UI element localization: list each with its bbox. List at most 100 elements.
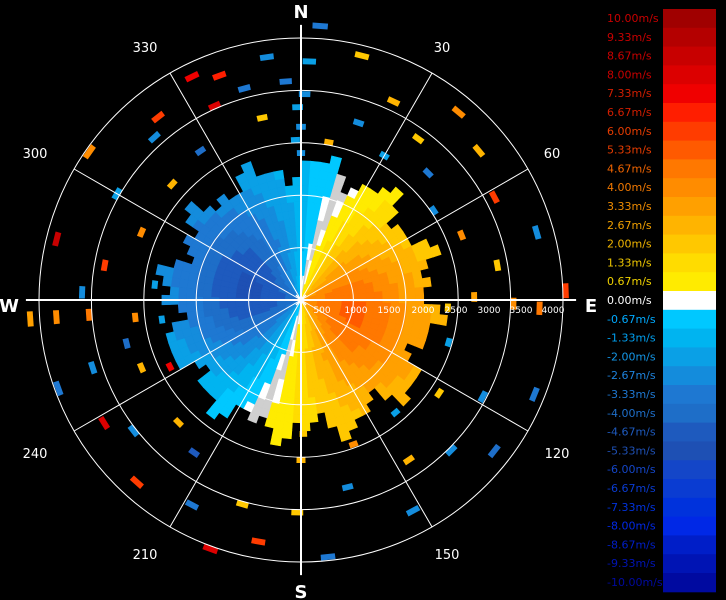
echo-gate: [290, 136, 300, 144]
echo-gate: [341, 482, 354, 492]
velocity-cell: [202, 289, 212, 298]
echo-gate: [188, 447, 201, 459]
velocity-cell: [300, 168, 311, 178]
azimuth-spoke: [300, 168, 529, 301]
velocity-cell: [305, 364, 312, 374]
velocity-cell: [227, 301, 237, 309]
velocity-cell: [308, 405, 318, 415]
velocity-cell: [203, 205, 217, 219]
colorbar-swatch: [663, 403, 716, 424]
velocity-cell: [290, 226, 297, 236]
velocity-cell: [284, 185, 294, 195]
velocity-cell: [308, 185, 318, 195]
velocity-cell: [305, 372, 313, 383]
echo-gate: [472, 143, 486, 158]
velocity-cell: [341, 294, 351, 299]
velocity-cell: [186, 303, 196, 313]
colorbar-swatch: [663, 234, 716, 254]
range-label-4000: 4000: [542, 306, 565, 316]
echo-gate: [444, 337, 453, 348]
echo-gate: [386, 96, 401, 107]
velocity-cell: [414, 286, 425, 297]
velocity-cell: [406, 287, 416, 297]
velocity-cell: [218, 302, 229, 309]
velocity-cell: [417, 259, 429, 271]
echo-gate: [536, 301, 543, 316]
colorbar-swatch: [663, 103, 716, 123]
azimuth-label-210: 210: [133, 548, 158, 563]
velocity-cell: [211, 308, 221, 316]
velocity-cell: [273, 169, 285, 181]
colorbar-label: 8.00m/s: [607, 68, 652, 81]
velocity-cell: [349, 293, 359, 299]
velocity-cell: [155, 263, 167, 277]
velocity-cell: [186, 310, 197, 321]
colorbar-label: -2.00m/s: [607, 350, 656, 363]
colorbar-label: 5.33m/s: [607, 144, 652, 157]
colorbar-swatch: [663, 9, 716, 29]
velocity-cell: [390, 289, 400, 298]
echo-gate: [279, 78, 292, 85]
azimuth-label-60: 60: [544, 147, 561, 162]
colorbar-swatch: [663, 178, 716, 198]
colorbar-swatch: [663, 272, 716, 292]
echo-gate: [457, 229, 467, 241]
echo-gate: [53, 380, 64, 397]
velocity-cell: [286, 201, 296, 212]
velocity-cell: [338, 430, 352, 443]
colorbar-swatch: [663, 84, 716, 104]
velocity-cell: [177, 303, 188, 314]
echo-gate: [127, 424, 140, 438]
azimuth-label-30: 30: [434, 41, 451, 56]
velocity-cell: [300, 422, 311, 432]
colorbar-label: 9.33m/s: [607, 31, 652, 44]
azimuth-label-150: 150: [435, 548, 460, 563]
velocity-cell: [308, 177, 319, 187]
echo-gate: [207, 100, 222, 111]
velocity-cell: [281, 429, 293, 440]
velocity-cell: [292, 185, 302, 195]
echo-gate: [487, 443, 501, 459]
echo-gate: [320, 553, 336, 561]
echo-gate: [172, 417, 184, 429]
azimuth-spoke: [300, 299, 529, 432]
range-label-3000: 3000: [478, 306, 501, 316]
colorbar-label: -4.00m/s: [607, 407, 656, 420]
azimuth-spoke: [300, 299, 433, 528]
colorbar-swatch: [663, 215, 716, 236]
compass-west-label: W: [0, 296, 19, 317]
velocity-cell: [177, 286, 188, 297]
velocity-cell: [390, 186, 404, 201]
colorbar-swatch: [663, 197, 716, 217]
velocity-cell: [300, 160, 312, 170]
colorbar-label: 6.00m/s: [607, 125, 652, 138]
echo-gate: [82, 144, 96, 160]
velocity-cell: [293, 201, 302, 211]
echo-gate: [390, 407, 401, 418]
echo-gate: [26, 311, 34, 327]
echo-gate: [98, 416, 111, 431]
velocity-cell: [421, 276, 432, 288]
echo-gate: [532, 224, 542, 240]
echo-gate: [445, 444, 458, 457]
radar-center-marker: [295, 294, 307, 306]
velocity-cell: [205, 406, 220, 420]
velocity-cell: [202, 302, 212, 311]
colorbar-swatch: [663, 516, 716, 536]
colorbar-label: -4.67m/s: [607, 426, 656, 439]
azimuth-spoke: [73, 299, 302, 432]
echo-gate: [166, 178, 178, 190]
echo-gate: [87, 361, 98, 375]
echo-gate: [129, 475, 144, 490]
colorbar-swatch: [663, 422, 716, 442]
echo-gate: [165, 361, 175, 372]
velocity-cell: [289, 217, 297, 228]
velocity-cell: [173, 259, 185, 271]
velocity-cell: [283, 413, 294, 423]
colorbar-label: -2.67m/s: [607, 369, 656, 382]
velocity-cell: [365, 291, 375, 299]
compass-east-label: E: [585, 296, 597, 317]
velocity-cell: [284, 405, 294, 415]
velocity-cell: [306, 380, 314, 391]
